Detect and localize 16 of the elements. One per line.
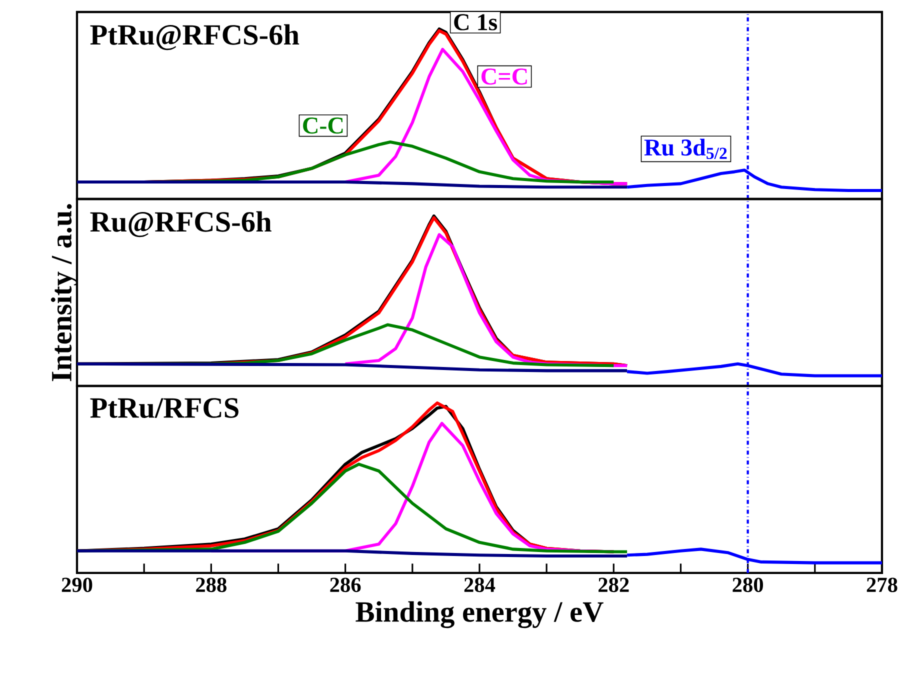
series-label: C=C (482, 68, 527, 85)
x-tick-label: 286 (330, 578, 361, 592)
y-axis-title: Intensity / a.u. (50, 204, 78, 382)
x-tick-label: 280 (732, 578, 764, 592)
x-tick-label: 282 (598, 578, 629, 592)
series-label: Ru 3d$_{5/2}$ (644, 138, 727, 160)
chart-title: Ru@RFCS-6h (90, 211, 272, 238)
series-label: C 1s (454, 14, 498, 30)
x-tick-label: 284 (464, 578, 496, 592)
series-label: C-C (303, 118, 343, 134)
chart-title: PtRu@RFCS-6h (90, 24, 300, 50)
x-tick-label: 290 (62, 578, 92, 592)
x-tick-label: 278 (866, 578, 898, 592)
chart-title: PtRu/RFCS (90, 398, 238, 418)
x-tick-label: 288 (196, 578, 226, 592)
x-axis-title: Binding energy / eV (356, 601, 604, 628)
